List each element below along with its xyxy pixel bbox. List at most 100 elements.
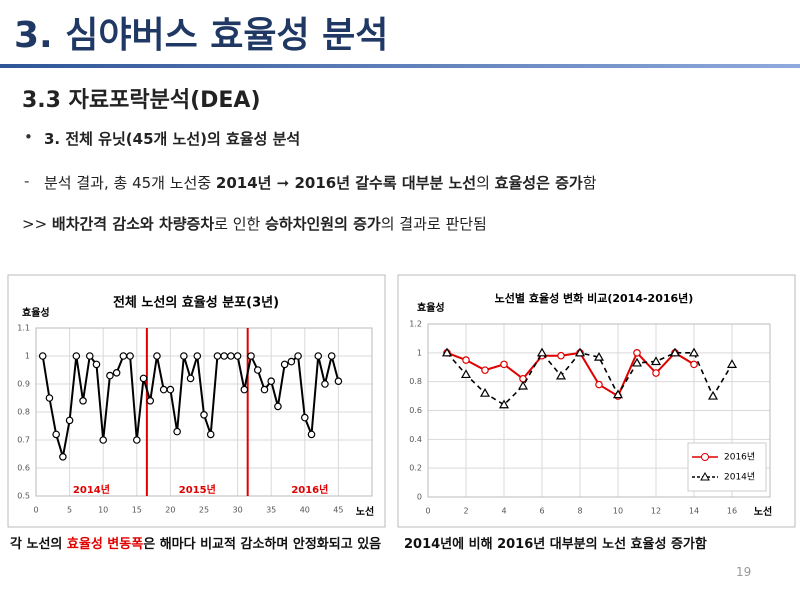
y-axis-label: 효율성 xyxy=(22,306,50,319)
point xyxy=(146,396,155,405)
x-tick-label: 14 xyxy=(689,507,699,516)
point xyxy=(133,436,141,444)
point xyxy=(669,347,681,357)
y-axis-label: 효율성 xyxy=(417,301,445,314)
point xyxy=(498,399,510,409)
point xyxy=(72,352,81,360)
y-tick-label: 0.5 xyxy=(17,492,30,501)
x-axis-label: 노선 xyxy=(754,505,772,518)
y-tick-label: 0.6 xyxy=(409,406,422,415)
point xyxy=(59,452,67,461)
point xyxy=(267,377,276,386)
point xyxy=(294,352,302,360)
text-run: 효율성 변동폭 xyxy=(66,537,144,552)
text-run: 3. 전체 유닛(45개 노선)의 효율성 분석 xyxy=(44,130,301,148)
point xyxy=(274,402,282,411)
y-tick-label: 1.1 xyxy=(17,324,30,333)
text-run: 분석 결과, 총 45개 노선중 xyxy=(44,174,216,192)
legend-label: 2014년 xyxy=(724,472,755,483)
bullet-marker: • xyxy=(24,128,33,146)
point xyxy=(555,370,567,380)
point xyxy=(79,396,87,405)
point xyxy=(612,389,624,399)
x-tick-label: 15 xyxy=(132,506,142,515)
point xyxy=(186,374,195,383)
x-tick-label: 5 xyxy=(67,506,72,515)
x-tick-label: 25 xyxy=(199,506,209,515)
text-run: 효율성은 증가 xyxy=(494,174,583,192)
legend-marker xyxy=(700,471,710,481)
x-tick-label: 20 xyxy=(165,506,175,515)
page-number: 19 xyxy=(736,565,752,579)
divider-label: 2015년 xyxy=(179,483,216,496)
series-line xyxy=(446,351,733,406)
x-tick-label: 30 xyxy=(233,506,243,515)
bullet-marker: - xyxy=(24,172,30,190)
y-tick-label: 0.8 xyxy=(17,408,30,417)
point xyxy=(200,410,208,419)
text-run: 각 노선의 xyxy=(10,537,67,552)
x-tick-label: 40 xyxy=(300,506,310,515)
text-run: >> xyxy=(22,215,52,233)
point xyxy=(253,366,262,374)
y-tick-label: 0.8 xyxy=(409,377,422,386)
point xyxy=(595,380,603,389)
point xyxy=(99,436,108,444)
x-tick-label: 6 xyxy=(539,507,544,516)
y-tick-label: 0.4 xyxy=(409,435,422,444)
caption: 2014년에 비해 2016년 대부분의 노선 효율성 증가함 xyxy=(404,536,794,554)
y-tick-label: 1.2 xyxy=(409,320,422,329)
x-tick-label: 35 xyxy=(266,506,276,515)
text-run: 함 xyxy=(582,174,597,192)
point xyxy=(159,385,168,394)
point xyxy=(536,347,548,357)
point xyxy=(206,430,215,439)
divider-label: 2016년 xyxy=(291,483,328,496)
point xyxy=(460,369,472,379)
text-run: 의 결과로 판단됨 xyxy=(380,215,487,233)
point xyxy=(247,352,255,360)
point xyxy=(500,360,508,369)
point xyxy=(327,352,336,360)
text-run: 승하차인원의 증가 xyxy=(265,215,381,233)
point xyxy=(557,351,565,360)
point xyxy=(126,352,134,360)
point xyxy=(633,349,641,357)
divider-label: 2014년 xyxy=(73,483,110,496)
point xyxy=(139,374,148,383)
plot-area xyxy=(35,327,373,497)
point xyxy=(233,352,242,360)
point xyxy=(321,380,329,388)
point xyxy=(300,413,309,422)
y-tick-label: 0.6 xyxy=(17,464,30,473)
x-tick-label: 0 xyxy=(425,507,430,516)
point xyxy=(92,360,101,369)
y-tick-label: 0.7 xyxy=(17,436,30,445)
caption: 각 노선의 효율성 변동폭은 해마다 비교적 감소하며 안정화되고 있음 xyxy=(10,536,390,554)
x-tick-label: 16 xyxy=(727,507,737,516)
chart-title: 전체 노선의 효율성 분포(3년) xyxy=(113,295,279,311)
slide-title: 3. 심야버스 효율성 분석 xyxy=(14,15,389,56)
x-tick-label: 2 xyxy=(463,507,468,516)
point xyxy=(173,427,181,436)
point xyxy=(38,352,47,360)
x-tick-label: 4 xyxy=(501,507,506,516)
bullet-text: 3. 전체 유닛(45개 노선)의 효율성 분석 xyxy=(44,128,300,149)
x-tick-label: 10 xyxy=(98,506,108,515)
point xyxy=(280,360,289,369)
point xyxy=(213,352,222,360)
point xyxy=(690,360,698,369)
y-tick-label: 0.9 xyxy=(17,380,30,389)
point xyxy=(106,371,114,380)
x-tick-label: 8 xyxy=(577,507,582,516)
x-tick-label: 10 xyxy=(613,507,623,516)
chart-title: 노선별 효율성 변화 비교(2014-2016년) xyxy=(495,291,694,305)
point xyxy=(441,347,453,357)
y-tick-label: 1 xyxy=(25,352,30,361)
x-tick-label: 45 xyxy=(333,506,343,515)
point xyxy=(227,352,235,360)
point xyxy=(707,390,719,400)
point xyxy=(334,377,343,386)
point xyxy=(650,356,662,366)
